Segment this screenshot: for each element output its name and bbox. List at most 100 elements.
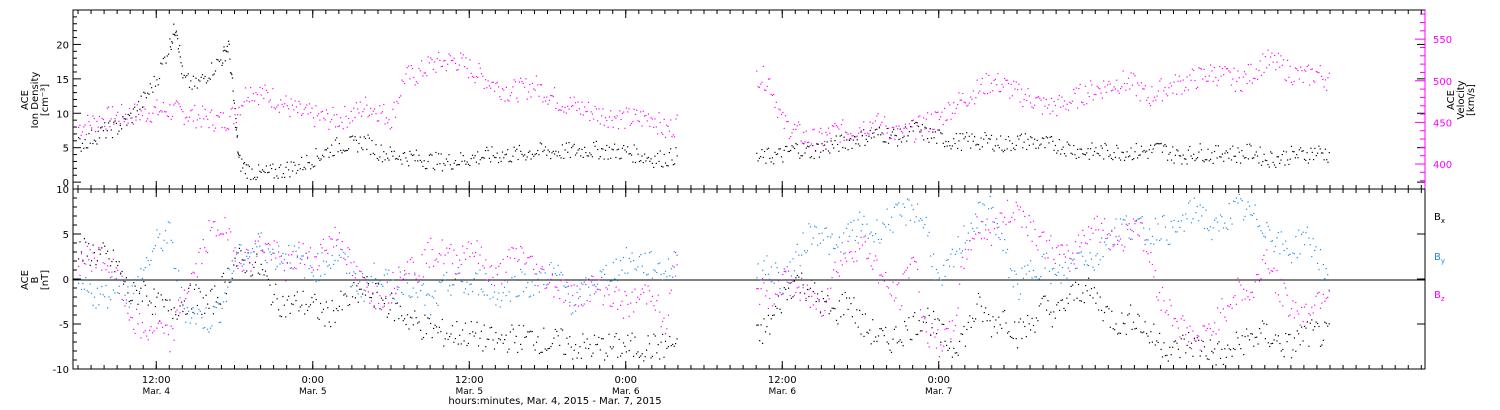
density-point — [664, 162, 667, 164]
By-point — [146, 257, 148, 259]
Bx-point — [1170, 354, 1172, 356]
Bx-point — [396, 302, 398, 304]
Bz-point — [395, 293, 397, 295]
Bz-point — [950, 338, 952, 340]
By-point — [202, 327, 204, 329]
By-point — [1222, 227, 1224, 229]
Bx-point — [150, 302, 152, 304]
By-point — [362, 273, 364, 275]
velocity-point — [461, 57, 463, 59]
velocity-point — [149, 120, 151, 122]
Bz-point — [1147, 253, 1149, 255]
velocity-point — [443, 60, 445, 62]
Bz-point — [1328, 290, 1330, 292]
velocity-point — [856, 135, 858, 137]
density-point — [409, 150, 411, 152]
velocity-point — [191, 109, 193, 111]
velocity-point — [228, 128, 230, 130]
Bz-point — [383, 305, 385, 307]
Bx-point — [279, 315, 281, 317]
density-point — [1108, 155, 1110, 158]
Bz-point — [325, 249, 327, 251]
Bx-point — [1232, 347, 1235, 350]
density-point — [255, 179, 257, 181]
velocity-point — [1061, 96, 1063, 98]
Bx-point — [1082, 292, 1084, 294]
density-point — [861, 134, 863, 137]
density-point — [387, 157, 389, 159]
velocity-point — [1007, 82, 1010, 85]
By-point — [114, 292, 116, 294]
By-point — [233, 270, 235, 272]
By-point — [637, 266, 639, 268]
By-point — [347, 256, 349, 258]
By-point — [408, 295, 410, 297]
By-point — [272, 248, 274, 250]
density-point — [784, 145, 787, 148]
velocity-point — [1039, 97, 1041, 99]
By-point — [1009, 268, 1011, 270]
density-point — [946, 145, 948, 147]
By-point — [1102, 256, 1104, 258]
velocity-point — [1013, 80, 1015, 82]
velocity-point — [128, 107, 131, 110]
Bz-point — [1106, 234, 1108, 236]
By-point — [1280, 231, 1282, 233]
Bz-point — [227, 239, 229, 241]
density-point — [117, 133, 119, 135]
Bz-point — [1073, 263, 1075, 265]
density-point — [890, 134, 892, 136]
By-point — [1324, 278, 1326, 280]
density-point — [220, 59, 222, 61]
density-point — [106, 130, 108, 132]
Bx-point — [598, 336, 600, 338]
Bz-point — [889, 293, 891, 295]
velocity-point — [919, 115, 921, 117]
Bx-point — [477, 345, 480, 347]
density-point — [927, 138, 929, 140]
velocity-point — [516, 97, 518, 99]
velocity-point — [792, 128, 794, 131]
Bz-point — [483, 267, 485, 269]
Bx-point — [844, 291, 846, 294]
velocity-point — [418, 67, 420, 70]
Bz-point — [305, 252, 307, 254]
density-point — [1172, 146, 1174, 148]
velocity-point — [597, 120, 599, 122]
velocity-point — [821, 133, 823, 135]
By-point — [1325, 268, 1327, 270]
By-point — [470, 283, 472, 285]
velocity-point — [971, 98, 973, 100]
density-point — [124, 118, 127, 120]
density-point — [495, 157, 497, 159]
velocity-point — [1263, 71, 1265, 73]
density-point — [1198, 151, 1200, 153]
By-point — [133, 293, 135, 295]
Bx-point — [980, 305, 982, 307]
Bz-point — [1217, 307, 1219, 309]
velocity-point — [847, 133, 849, 135]
density-point — [827, 150, 830, 152]
density-point — [972, 140, 974, 142]
Bz-point — [872, 268, 874, 270]
By-point — [1043, 253, 1045, 255]
Bz-point — [1241, 299, 1243, 301]
velocity-point — [964, 102, 966, 104]
Bz-point — [819, 311, 822, 313]
density-point — [602, 148, 604, 150]
velocity-point — [284, 103, 286, 105]
density-point — [1153, 144, 1156, 146]
Bx-point — [1244, 335, 1246, 338]
Bx-point — [553, 337, 555, 339]
Bx-point — [589, 343, 591, 346]
By-point — [1103, 241, 1106, 243]
Bz-point — [1128, 223, 1130, 225]
Bz-point — [769, 297, 771, 299]
By-point — [1263, 235, 1265, 237]
density-point — [949, 145, 951, 147]
Bx-point — [278, 309, 280, 311]
Bx-point — [473, 335, 475, 337]
Bz-point — [999, 212, 1001, 214]
velocity-point — [291, 104, 294, 106]
By-point — [538, 291, 540, 293]
